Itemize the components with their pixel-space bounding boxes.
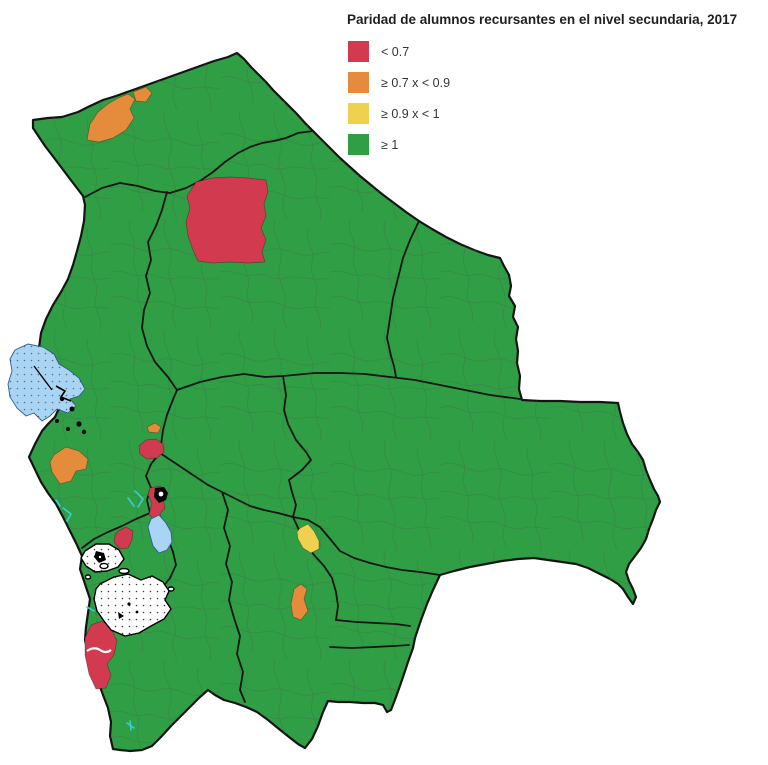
legend-swatch-green [348, 134, 369, 155]
region-red-beni-large [185, 176, 269, 264]
titicaca-shoreline-islets [55, 396, 87, 435]
lake-poopo [147, 514, 173, 554]
region-yellow-center [296, 523, 320, 554]
legend-label: ≥ 0.9 x < 1 [381, 106, 440, 121]
region-orange-lapaz-sw [49, 446, 89, 485]
legend-label: ≥ 0.7 x < 0.9 [381, 75, 451, 90]
region-orange-chuquisaca [290, 583, 309, 621]
legend-item-gte-1: ≥ 1 [348, 134, 450, 155]
regions-gte-0-7-lt-0-9 [47, 86, 309, 621]
legend-label: < 0.7 [381, 44, 410, 59]
river-marks [55, 490, 145, 731]
river-mark-white [86, 647, 112, 654]
map-title: Paridad de alumnos recursantes en el niv… [347, 12, 738, 27]
legend: < 0.7 ≥ 0.7 x < 0.9 ≥ 0.9 x < 1 ≥ 1 [348, 41, 450, 165]
legend-item-lt-0-7: < 0.7 [348, 41, 450, 62]
urban-area-oruro [154, 487, 168, 503]
regions-lt-0-7 [84, 176, 269, 690]
region-orange-pando-small [132, 86, 153, 103]
region-red-coipasa-west [113, 526, 134, 550]
region-orange-spot-center [146, 422, 162, 434]
salar-de-coipasa [80, 543, 125, 573]
legend-swatch-yellow [348, 103, 369, 124]
legend-swatch-orange [348, 72, 369, 93]
department-borders [81, 130, 521, 703]
legend-item-gte-0-9-lt-1: ≥ 0.9 x < 1 [348, 103, 450, 124]
legend-label: ≥ 1 [381, 137, 399, 152]
region-red-center-west [138, 438, 165, 460]
region-orange-pando [86, 93, 136, 143]
salar-de-uyuni [84, 562, 175, 637]
legend-item-gte-0-7-lt-0-9: ≥ 0.7 x < 0.9 [348, 72, 450, 93]
legend-swatch-red [348, 41, 369, 62]
lake-titicaca [7, 343, 87, 435]
